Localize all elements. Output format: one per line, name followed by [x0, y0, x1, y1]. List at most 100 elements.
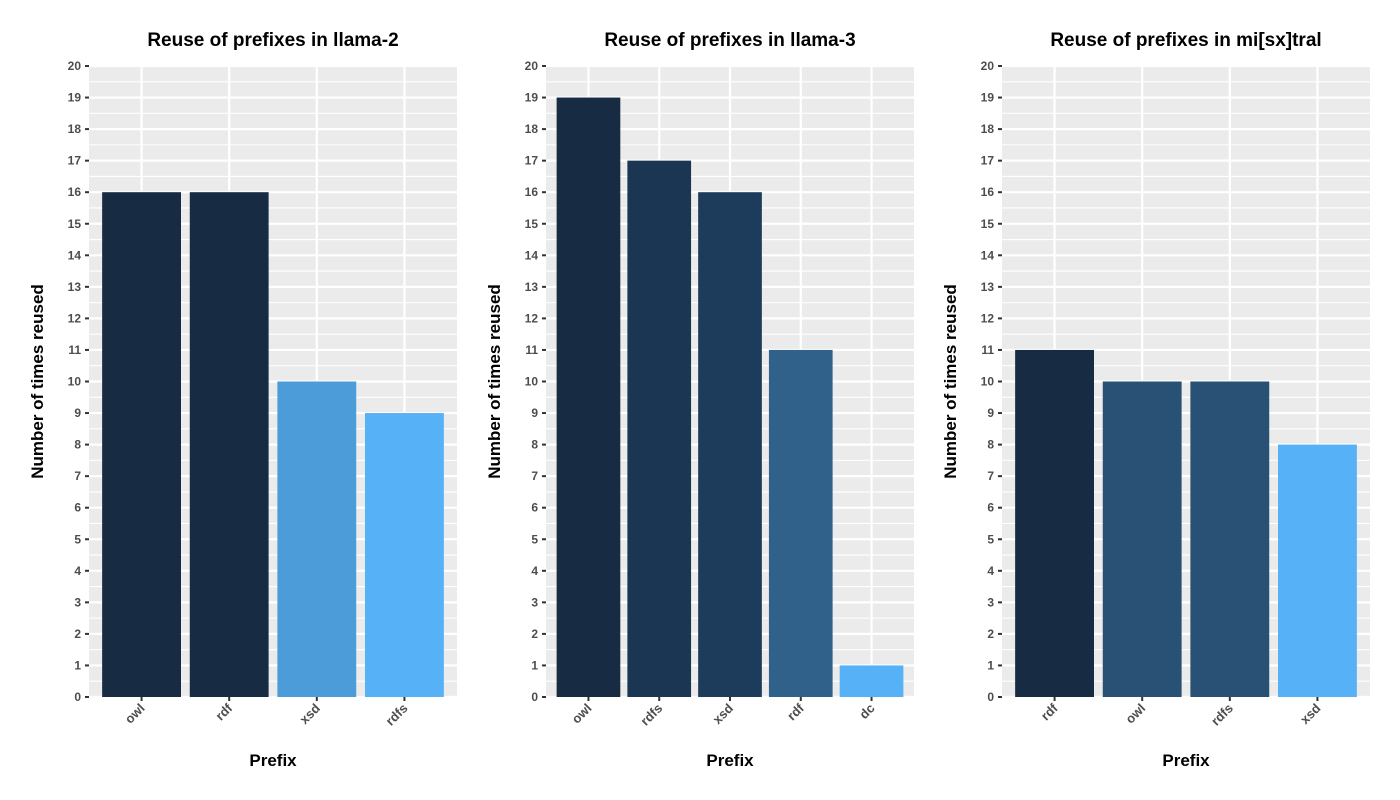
x-tick-label: dc: [856, 701, 877, 722]
x-axis-title: Prefix: [249, 751, 297, 770]
y-tick-label: 15: [525, 217, 539, 231]
y-tick-label: 1: [74, 658, 81, 672]
bar-xsd: [1278, 444, 1357, 697]
bar-rdfs: [627, 160, 692, 697]
y-tick-label: 17: [525, 154, 539, 168]
y-tick-label: 14: [525, 248, 539, 262]
y-tick-label: 3: [531, 595, 538, 609]
x-tick-label: owl: [122, 701, 148, 727]
x-axis-title: Prefix: [706, 751, 754, 770]
y-tick-label: 10: [525, 375, 539, 389]
bar-owl: [102, 192, 181, 697]
y-tick-label: 4: [531, 564, 538, 578]
y-tick-label: 8: [74, 438, 81, 452]
y-tick-label: 0: [74, 690, 81, 704]
y-tick-label: 20: [68, 59, 82, 73]
x-tick-label: owl: [569, 701, 595, 727]
y-tick-label: 16: [68, 185, 82, 199]
bar-rdfs: [1190, 381, 1270, 697]
y-tick-label: 7: [74, 469, 81, 483]
y-tick-label: 7: [987, 469, 994, 483]
y-tick-label: 16: [525, 185, 539, 199]
y-tick-label: 19: [525, 91, 539, 105]
y-tick-label: 5: [531, 532, 538, 546]
bar-xsd: [698, 192, 762, 697]
chart-title: Reuse of prefixes in llama-2: [147, 30, 398, 51]
y-axis-title: Number of times reused: [941, 284, 960, 479]
y-tick-label: 17: [68, 154, 82, 168]
y-tick-label: 13: [981, 280, 995, 294]
x-axis: rdf owl rdfs xsd: [1038, 697, 1324, 728]
y-tick-label: 18: [525, 122, 539, 136]
y-tick-label: 19: [981, 91, 995, 105]
y-tick-label: 2: [987, 627, 994, 641]
x-tick-label: xsd: [296, 700, 322, 726]
x-tick-label: rdfs: [383, 701, 411, 729]
bar-owl: [556, 97, 621, 698]
y-tick-label: 18: [68, 122, 82, 136]
y-tick-label: 16: [981, 185, 995, 199]
y-tick-label: 13: [525, 280, 539, 294]
y-tick-label: 6: [74, 501, 81, 515]
chart-title: Reuse of prefixes in llama-3: [604, 30, 855, 51]
y-tick-label: 3: [74, 595, 81, 609]
y-tick-label: 12: [981, 311, 995, 325]
y-tick-label: 11: [981, 343, 994, 357]
y-axis-title: Number of times reused: [485, 284, 504, 479]
y-tick-label: 10: [981, 375, 995, 389]
x-tick-label: owl: [1122, 701, 1148, 727]
x-tick-label: rdfs: [637, 701, 665, 729]
x-tick-label: rdf: [784, 700, 807, 723]
y-tick-label: 6: [531, 501, 538, 515]
bar-dc: [839, 665, 904, 697]
y-tick-label: 2: [74, 627, 81, 641]
y-tick-label: 8: [531, 438, 538, 452]
y-tick-label: 1: [531, 658, 538, 672]
y-tick-label: 0: [987, 690, 994, 704]
y-tick-label: 9: [74, 406, 81, 420]
y-tick-label: 5: [74, 532, 81, 546]
y-axis-title: Number of times reused: [28, 284, 47, 479]
x-tick-label: xsd: [1297, 700, 1323, 726]
y-tick-label: 3: [987, 595, 994, 609]
y-tick-label: 6: [987, 501, 994, 515]
bar-rdfs: [365, 413, 444, 697]
y-tick-label: 15: [981, 217, 995, 231]
y-tick-label: 14: [981, 248, 995, 262]
bar-rdf: [1015, 349, 1094, 697]
y-tick-label: 1: [987, 658, 994, 672]
y-tick-label: 18: [981, 122, 995, 136]
y-tick-label: 20: [525, 59, 539, 73]
bars: [1015, 349, 1357, 697]
bar-rdf: [189, 192, 269, 697]
x-axis: owl rdf xsd rdfs: [122, 697, 411, 728]
y-tick-label: 15: [68, 217, 82, 231]
bars: [556, 97, 904, 698]
y-tick-label: 19: [68, 91, 82, 105]
y-tick-label: 4: [74, 564, 81, 578]
y-tick-label: 9: [987, 406, 994, 420]
y-tick-label: 2: [531, 627, 538, 641]
x-tick-label: rdf: [212, 700, 235, 723]
y-tick-label: 0: [531, 690, 538, 704]
bar-owl: [1102, 381, 1182, 697]
x-tick-label: rdfs: [1208, 701, 1236, 729]
y-tick-label: 11: [525, 343, 538, 357]
x-tick-label: rdf: [1038, 700, 1061, 723]
x-axis: owl rdfs xsd rdf dc: [569, 697, 878, 728]
x-tick-label: xsd: [710, 700, 736, 726]
y-tick-label: 13: [68, 280, 82, 294]
y-tick-label: 20: [981, 59, 995, 73]
y-tick-label: 12: [68, 311, 82, 325]
y-tick-label: 4: [987, 564, 994, 578]
bar-rdf: [768, 349, 833, 697]
y-tick-label: 11: [68, 343, 81, 357]
y-tick-label: 8: [987, 438, 994, 452]
chart-title: Reuse of prefixes in mi[sx]tral: [1050, 30, 1321, 51]
